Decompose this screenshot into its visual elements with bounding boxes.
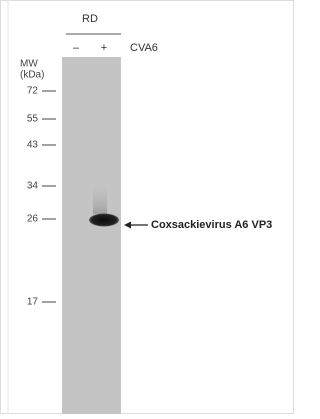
mw-marker-label: 72 — [27, 86, 39, 97]
treatment: CVA6 — [130, 42, 158, 54]
frame — [1, 1, 294, 414]
mw-marker-label: 34 — [27, 181, 39, 192]
membrane — [62, 57, 121, 414]
blot-figure: RD – + CVA6 MW (kDa) 72 55 43 34 26 17 Coxsac… — [0, 0, 294, 414]
smear — [93, 182, 107, 214]
band-label: Coxsackievirus A6 VP3 — [151, 219, 272, 231]
page: {"header": {"cell_line": "RD", "lanes": … — [0, 0, 294, 414]
mw-marker-label: 17 — [27, 297, 39, 308]
mw-unit: (kDa) — [20, 70, 44, 81]
band — [89, 214, 119, 227]
mw-marker-label: 26 — [27, 214, 39, 225]
mw-label: MW — [20, 59, 38, 70]
lane-sign: + — [101, 42, 107, 54]
cell-line: RD — [82, 13, 98, 25]
lane-sign: – — [73, 42, 80, 54]
mw-marker-label: 43 — [27, 140, 39, 151]
mw-marker-label: 55 — [27, 114, 39, 125]
